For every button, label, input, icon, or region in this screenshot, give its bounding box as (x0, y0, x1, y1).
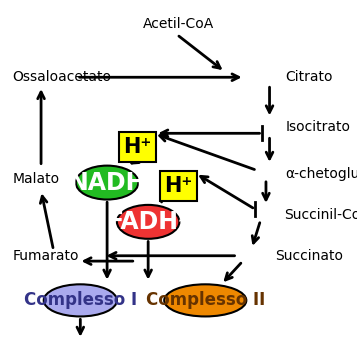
Text: FADH₂: FADH₂ (107, 210, 189, 234)
Ellipse shape (164, 284, 246, 316)
Text: H⁺: H⁺ (123, 137, 152, 157)
Text: Malato: Malato (12, 172, 60, 186)
Text: Acetil-CoA: Acetil-CoA (143, 17, 214, 31)
Text: Succinil-CoA: Succinil-CoA (284, 208, 357, 222)
Ellipse shape (117, 205, 179, 239)
Text: NADH: NADH (69, 170, 146, 194)
Text: Isocitrato: Isocitrato (286, 120, 351, 134)
Text: H⁺: H⁺ (164, 176, 193, 196)
Text: Succinato: Succinato (275, 249, 343, 263)
Ellipse shape (44, 284, 117, 316)
Text: Complesso II: Complesso II (146, 291, 265, 309)
Text: Complesso I: Complesso I (24, 291, 137, 309)
Ellipse shape (76, 166, 138, 199)
Text: α-chetoglutarato: α-chetoglutarato (286, 166, 357, 181)
FancyBboxPatch shape (160, 171, 197, 201)
Text: Ossaloacetato: Ossaloacetato (12, 70, 111, 84)
FancyBboxPatch shape (119, 132, 156, 162)
Text: Fumarato: Fumarato (12, 249, 79, 263)
Text: Citrato: Citrato (286, 70, 333, 84)
